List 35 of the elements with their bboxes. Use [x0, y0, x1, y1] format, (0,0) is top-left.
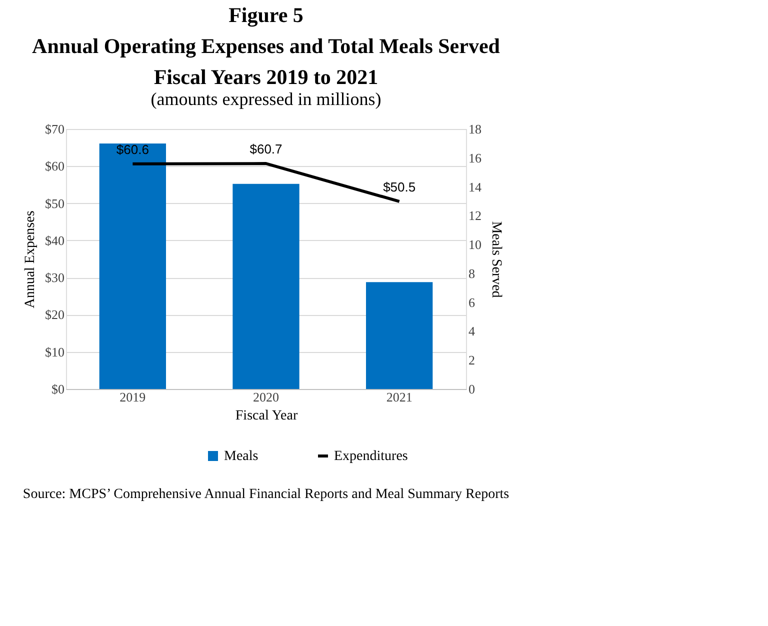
legend-label: Meals — [224, 449, 258, 464]
y2-tick-label: 10 — [468, 237, 482, 252]
y2-tick-label: 0 — [468, 382, 475, 396]
legend-label: Expenditures — [334, 449, 408, 464]
y2-tick-label: 14 — [468, 179, 482, 194]
y-tick-label: $10 — [45, 344, 64, 360]
chart-subtitle: (amounts expressed in millions) — [150, 89, 382, 109]
y-tick-label: $30 — [45, 270, 64, 286]
y2-axis-title: Meals Served — [488, 221, 504, 298]
data-label: $60.7 — [250, 142, 282, 157]
x-tick-label: 2020 — [253, 390, 279, 404]
y2-tick-label: 2 — [468, 352, 475, 368]
bar — [99, 143, 166, 389]
y-axis-title: Annual Expenses — [23, 210, 38, 308]
bar — [232, 184, 300, 389]
x-axis-title: Fiscal Year — [235, 408, 298, 424]
y2-tick-label: 18 — [468, 122, 482, 136]
y2-tick-label: 16 — [468, 150, 482, 166]
chart-title: Figure 5 Annual Operating Expenses and Total Meals Served Fiscal Years 2019 to 2021 — [32, 3, 500, 89]
y2-tick-label: 12 — [468, 208, 482, 224]
x-tick-label: 2021 — [386, 390, 412, 404]
data-label: $50.5 — [383, 179, 416, 194]
y-tick-label: $40 — [45, 232, 64, 248]
y2-tick-label: 6 — [468, 294, 476, 310]
bar — [366, 282, 433, 389]
y-tick-label: $60 — [45, 158, 64, 174]
y-tick-label: $70 — [45, 122, 64, 136]
y-tick-label: $50 — [45, 196, 64, 211]
y2-tick-label: 8 — [468, 266, 475, 281]
y2-tick-label: 4 — [468, 324, 476, 339]
y-tick-label: $0 — [52, 382, 64, 396]
x-tick-label: 2019 — [120, 390, 146, 404]
y-tick-label: $20 — [45, 307, 64, 322]
data-label: $60.6 — [116, 142, 149, 157]
source-note: Source: MCPS’ Comprehensive Annual Financial Reports and Meal Summary Reports — [22, 487, 510, 502]
